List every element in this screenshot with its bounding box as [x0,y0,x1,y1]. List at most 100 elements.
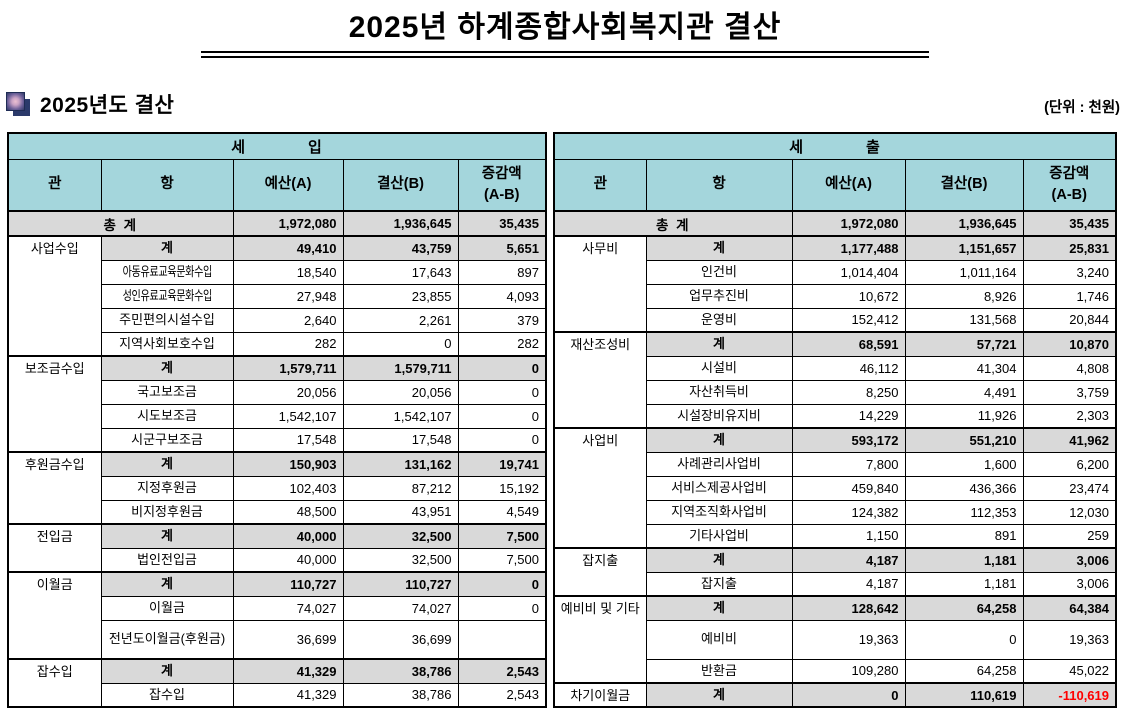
table-row: 비지정후원금 48,500 43,951 4,549 [8,499,547,525]
section-title-cell: 세 출 [553,132,1117,160]
budget-cell: 20,056 [232,379,344,405]
item-name-cell: 이월금 [100,595,234,621]
section-title-cell: 세 입 [7,132,547,160]
item-name-cell: 반환금 [645,658,793,684]
diff-cell: 5,651 [457,235,547,261]
item-name-cell: 국고보조금 [100,379,234,405]
table-row: 잡수입 계 41,329 38,786 2,543 [7,658,547,708]
table-row: 예비비 19,363 0 19,363 [554,619,1117,660]
diff-cell: 15,192 [457,475,547,501]
item-name-cell: 잡지출 [645,571,793,597]
item-name-cell: 시설장비유지비 [645,403,793,429]
diff-cell: 259 [1022,523,1117,549]
settlement-cell: 1,181 [904,571,1024,597]
diff-cell: 3,240 [1022,259,1117,285]
settlement-cell: 87,212 [342,475,459,501]
table-row: 성인유료교육문화수입 27,948 23,855 4,093 [8,283,547,309]
settlement-cell: 2,261 [342,307,459,333]
diff-cell: 2,303 [1022,403,1117,429]
budget-cell: 1,177,488 [791,235,906,261]
budget-cell: 40,000 [232,523,344,549]
settlement-cell: 131,568 [904,307,1024,333]
table-row: 사업비 계 593,172 551,210 41,962 [553,427,1117,549]
diff-cell: -110,619 [1022,682,1117,708]
budget-cell: 102,403 [232,475,344,501]
item-name-cell: 아동유료교육문화수입 [100,259,234,285]
budget-cell: 41,329 [232,658,344,684]
item-name-cell: 운영비 [645,307,793,333]
item-name-cell: 예비비 [645,619,793,660]
settlement-cell: 74,027 [342,595,459,621]
table-row: 서비스제공사업비 459,840 436,366 23,474 [554,475,1117,501]
settlement-cell: 1,011,164 [904,259,1024,285]
table-row: 사무비 계 1,177,488 1,151,657 25,831 [553,235,1117,333]
diff-cell: 2,543 [457,658,547,684]
settlement-cell: 41,304 [904,355,1024,381]
settlement-cell: 1,181 [904,547,1024,573]
settlement-cell: 43,759 [342,235,459,261]
group-name-cell: 재산조성비 [553,331,647,429]
budget-cell: 68,591 [791,331,906,357]
total-budget-cell: 1,972,080 [791,210,906,237]
settlement-cell: 64,258 [904,658,1024,684]
diff-cell: 10,870 [1022,331,1117,357]
table-row: 반환금 109,280 64,258 45,022 [554,658,1117,684]
budget-cell: 282 [232,331,344,357]
item-name-cell: 시도보조금 [100,403,234,429]
budget-cell: 459,840 [791,475,906,501]
group-name-cell: 예비비 및 기타 [553,595,647,684]
settlement-cell: 131,162 [342,451,459,477]
unit-note: (단위 : 천원) [1044,100,1120,116]
item-name-cell: 계 [645,235,793,261]
table-row: 사례관리사업비 7,800 1,600 6,200 [554,451,1117,477]
budget-cell: 27,948 [232,283,344,309]
col-header-budget: 예산(A) [232,158,344,212]
table-row: 자산취득비 8,250 4,491 3,759 [554,379,1117,405]
budget-cell: 150,903 [232,451,344,477]
diff-cell: 0 [457,427,547,453]
section-heading-block: 2025년도 결산 [6,89,174,119]
diff-cell: 7,500 [457,523,547,549]
settlement-cell: 20,056 [342,379,459,405]
budget-cell: 0 [791,682,906,708]
col-header-diff: 증감액 (A-B) [1022,158,1117,212]
col-header-diff-line1: 증감액 [481,165,522,182]
item-name-cell: 계 [100,658,234,684]
settlement-cell: 57,721 [904,331,1024,357]
diff-cell: 45,022 [1022,658,1117,684]
group-name-cell: 후원금수입 [7,451,102,525]
budget-cell: 593,172 [791,427,906,453]
budget-cell: 124,382 [791,499,906,525]
settlement-cell: 32,500 [342,523,459,549]
col-header-budget: 예산(A) [791,158,906,212]
col-header-settlement: 결산(B) [904,158,1024,212]
diff-cell: 0 [457,595,547,621]
budget-cell: 40,000 [232,547,344,573]
table-row: 시설장비유지비 14,229 11,926 2,303 [554,403,1117,429]
item-name-cell: 계 [645,427,793,453]
budget-cell: 4,187 [791,547,906,573]
diff-cell [457,619,547,660]
col-header-diff-line2: (A-B) [484,186,520,203]
table-row: 업무추진비 10,672 8,926 1,746 [554,283,1117,309]
table-row: 이월금 계 110,727 110,727 0 [7,571,547,660]
col-header-settlement: 결산(B) [342,158,459,212]
item-name-cell: 계 [100,235,234,261]
item-name-cell: 계 [645,331,793,357]
col-header-diff-line2: (A-B) [1051,186,1087,203]
diff-cell: 25,831 [1022,235,1117,261]
diff-cell: 0 [457,571,547,597]
diff-cell: 20,844 [1022,307,1117,333]
settlement-cell: 0 [904,619,1024,660]
item-label: 아동유료교육문화수입 [122,263,212,279]
diff-cell: 12,030 [1022,499,1117,525]
item-name-cell: 전년도이월금(후원금) [100,619,234,660]
col-header-hang: 항 [645,158,793,212]
item-name-cell: 사례관리사업비 [645,451,793,477]
item-name-cell: 서비스제공사업비 [645,475,793,501]
budget-cell: 1,542,107 [232,403,344,429]
col-header-hang: 항 [100,158,234,212]
diff-cell: 64,384 [1022,595,1117,621]
item-label: 성인유료교육문화수입 [122,287,212,303]
